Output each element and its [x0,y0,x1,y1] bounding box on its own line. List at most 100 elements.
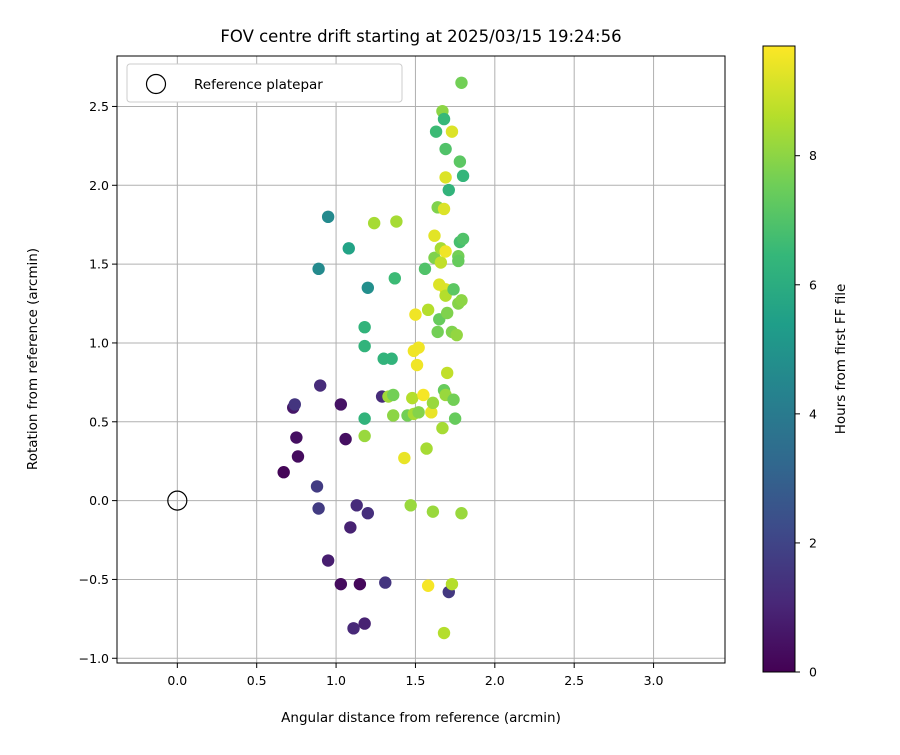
colorbar-tick-label: 4 [809,406,817,421]
colorbar: 0 2 4 6 8 Hours from first FF file [762,45,849,680]
colorbar-tick-label: 6 [809,277,817,292]
data-point [452,254,465,268]
y-tick-label: 1.0 [89,335,109,350]
data-point [312,262,325,276]
data-point [455,507,468,520]
data-point [358,412,371,425]
data-point [409,308,422,321]
data-point [439,171,452,184]
data-point [347,622,360,635]
data-point [290,431,303,444]
data-point [428,229,441,242]
colorbar-label: Hours from first FF file [833,284,849,435]
data-point [431,325,444,339]
data-point [418,262,432,276]
grid-layer [117,56,725,663]
data-point [334,577,348,591]
data-point [358,339,371,353]
y-tick-label: −1.0 [79,651,109,666]
data-point [456,232,470,246]
x-tick-label: 1.5 [405,673,425,688]
data-point [410,358,424,372]
colorbar-gradient [762,45,796,673]
data-point [442,183,455,197]
data-point [445,577,459,591]
x-axis-label: Angular distance from reference (arcmin) [281,710,561,726]
data-point [429,125,443,138]
x-tick-label: 2.0 [485,673,505,688]
data-point [434,256,448,269]
data-point [406,391,419,405]
colorbar-tick-label: 0 [809,665,817,680]
chart-title: FOV centre drift starting at 2025/03/15 … [220,27,621,46]
axis-ticks: 0.0 0.5 1.0 1.5 2.0 2.5 3.0 −1.0 −0.5 0.0 0.5 1.0 1.… [79,99,664,688]
data-point [367,216,381,230]
data-point [450,328,463,342]
data-point [440,366,454,380]
data-point [312,502,325,515]
data-point [358,429,371,443]
data-point [390,215,403,228]
colorbar-ticks: 0 2 4 6 8 [795,148,817,680]
data-point [455,294,468,307]
data-point [421,303,435,317]
data-point [453,155,467,168]
points-layer [277,76,470,640]
y-tick-label: 0.0 [89,493,109,508]
data-point [448,412,462,425]
data-point [361,507,375,520]
data-point [361,281,375,294]
data-point [398,451,411,465]
data-point [358,320,371,334]
y-tick-label: 2.0 [89,178,109,193]
data-point [277,466,290,479]
data-point [339,432,352,446]
data-point [404,499,417,512]
x-tick-label: 2.5 [564,673,584,688]
data-point [421,579,435,592]
y-axis-label: Rotation from reference (arcmin) [25,248,41,470]
data-point [447,283,460,296]
x-tick-label: 1.0 [326,673,346,688]
data-point [344,521,357,534]
data-point [388,272,402,285]
data-point [436,421,449,435]
data-point [447,393,460,406]
data-point [420,442,433,455]
data-point [288,398,301,411]
reference-layer [167,490,188,511]
data-point [412,406,425,419]
legend-marker-reference [145,73,167,95]
data-point [456,169,470,183]
x-tick-label: 0.5 [247,673,267,688]
data-point [334,398,348,411]
data-point [387,388,400,402]
legend: Reference platepar [126,63,403,103]
reference-marker [167,490,188,511]
data-point [440,306,454,320]
colorbar-tick-label: 2 [809,535,817,550]
data-point [437,202,451,216]
data-point [358,617,371,630]
y-tick-label: 0.5 [89,414,109,429]
y-tick-label: −0.5 [79,572,109,587]
data-point [379,576,392,589]
data-point [439,142,452,156]
legend-box [126,63,403,103]
data-point [426,396,440,410]
data-point [425,406,438,419]
data-point [321,554,335,567]
data-point [313,379,327,392]
legend-label-reference: Reference platepar [194,77,323,93]
x-tick-label: 0.0 [167,673,187,688]
data-point [385,352,398,365]
data-point [353,577,367,591]
colorbar-tick-label: 8 [809,148,817,163]
data-point [426,505,440,518]
y-tick-label: 1.5 [89,257,109,272]
data-point [342,242,355,255]
data-point [310,480,324,493]
data-point [455,76,468,90]
plot-frame [116,55,726,664]
